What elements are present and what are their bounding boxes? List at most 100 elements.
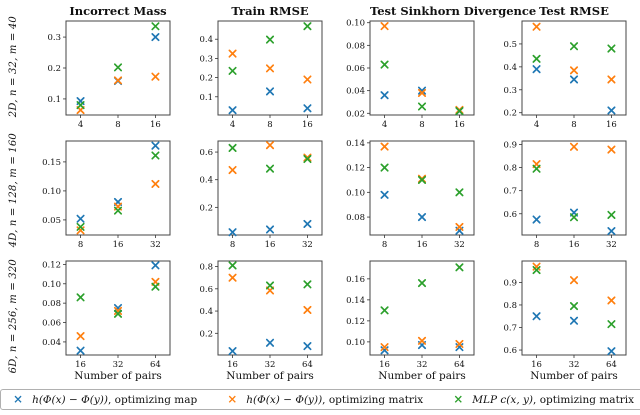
plot-title-test-rmse: Test RMSE	[539, 4, 609, 18]
plot-title-train-rmse: Train RMSE	[231, 4, 309, 18]
svg-text:0.4: 0.4	[199, 35, 213, 45]
svg-text:8: 8	[230, 240, 235, 250]
x-marker-icon: ×	[13, 392, 24, 406]
x-axis-label: Number of pairs	[74, 370, 162, 382]
svg-text:0.08: 0.08	[346, 213, 365, 223]
svg-text:0.4: 0.4	[503, 63, 517, 73]
svg-text:0.3: 0.3	[503, 86, 517, 96]
legend-entry-matrix: × h(Φ(x) − Φ(y)), optimizing matrix	[227, 393, 423, 406]
svg-text:0.1: 0.1	[47, 95, 61, 105]
svg-text:8: 8	[78, 240, 83, 250]
plot-cell: 0.2 0.4 0.6 8 16 32	[178, 130, 330, 250]
svg-text:0.06: 0.06	[42, 319, 61, 329]
svg-text:0.6: 0.6	[199, 285, 213, 295]
svg-text:0.8: 0.8	[199, 263, 213, 273]
subplot-r3-incorrect-mass: 0.04 0.06 0.08 0.10 0.12 16 32 64	[42, 260, 171, 370]
plot-cell: 0.08 0.10 0.12 0.14 8 16 32	[330, 130, 482, 250]
svg-text:16: 16	[454, 120, 465, 130]
svg-text:0.10: 0.10	[346, 19, 365, 29]
svg-text:0.06: 0.06	[346, 64, 365, 74]
row-label-cell: 2D, n = 32, m = 40	[0, 4, 26, 130]
svg-text:0.3: 0.3	[199, 54, 213, 64]
svg-text:16: 16	[75, 360, 86, 370]
svg-text:4: 4	[230, 120, 235, 130]
subplot-r2-incorrect-mass: 0.05 0.10 0.15 8 16 32	[42, 140, 171, 250]
svg-text:64: 64	[454, 360, 465, 370]
svg-text:16: 16	[302, 120, 313, 130]
svg-text:0.12: 0.12	[42, 260, 61, 270]
svg-text:0.16: 0.16	[346, 275, 365, 285]
svg-text:0.2: 0.2	[503, 109, 517, 119]
plot-cell: Test RMSE 0.2 0.3 0.4 0.5 4 8 16	[482, 4, 634, 130]
svg-text:32: 32	[454, 240, 465, 250]
figure-row-6d: 6D, n = 256, m = 320 0.04 0.06 0.08 0.10 0.1…	[0, 250, 640, 383]
svg-text:8: 8	[382, 240, 387, 250]
svg-text:32: 32	[113, 360, 124, 370]
svg-text:32: 32	[150, 240, 161, 250]
plot-cell: 0.6 0.7 0.8 0.9 16 32 64 Number of pairs	[482, 250, 634, 383]
svg-text:0.14: 0.14	[346, 139, 365, 149]
svg-text:0.6: 0.6	[199, 148, 213, 158]
plot-cell: 0.6 0.7 0.8 0.9 8 16 32	[482, 130, 634, 250]
svg-text:16: 16	[417, 240, 428, 250]
svg-text:0.12: 0.12	[346, 164, 365, 174]
svg-text:0.14: 0.14	[346, 296, 365, 306]
subplot-r3-test-sinkhorn: 0.10 0.12 0.14 0.16 16 32 64	[346, 260, 475, 370]
legend-label: , optimizing matrix	[533, 394, 635, 406]
legend-formula: h(Φ(x) − Φ(y))	[32, 394, 108, 406]
svg-text:64: 64	[606, 360, 617, 370]
plot-cell: 0.04 0.06 0.08 0.10 0.12 16 32 64 Number of pai…	[26, 250, 178, 383]
svg-text:0.8: 0.8	[503, 301, 517, 311]
svg-text:0.2: 0.2	[199, 329, 213, 339]
svg-text:0.7: 0.7	[503, 187, 517, 197]
svg-text:0.2: 0.2	[199, 203, 213, 213]
svg-text:0.6: 0.6	[503, 210, 517, 220]
subplot-r2-test-rmse: 0.6 0.7 0.8 0.9 8 16 32	[503, 140, 627, 250]
svg-text:4: 4	[78, 120, 83, 130]
row-label-4d: 4D, n = 128, m = 160	[7, 132, 19, 248]
legend-entry-mlp: × MLP c(x, y), optimizing matrix	[453, 393, 634, 406]
svg-text:4: 4	[382, 120, 387, 130]
plot-title-test-sinkhorn: Test Sinkhorn Divergence	[370, 4, 537, 18]
subplot-r2-test-sinkhorn: 0.08 0.10 0.12 0.14 8 16 32	[346, 139, 475, 250]
row-label-cell: 6D, n = 256, m = 320	[0, 250, 26, 383]
svg-text:0.2: 0.2	[199, 74, 213, 84]
svg-text:64: 64	[150, 360, 161, 370]
svg-text:8: 8	[267, 120, 272, 130]
svg-text:8: 8	[419, 120, 424, 130]
plot-cell: Incorrect Mass 0.1 0.2 0.3 4 8 16	[26, 4, 178, 130]
svg-text:16: 16	[113, 240, 124, 250]
x-marker-icon: ×	[227, 392, 238, 406]
row-label-6d: 6D, n = 256, m = 320	[7, 259, 19, 374]
x-axis-label: Number of pairs	[226, 370, 314, 382]
svg-text:0.10: 0.10	[42, 280, 61, 290]
svg-text:32: 32	[569, 360, 580, 370]
svg-text:32: 32	[265, 360, 276, 370]
svg-text:0.05: 0.05	[42, 216, 61, 226]
figure-row-4d: 4D, n = 128, m = 160 0.05 0.10 0.15 8 16 32 0…	[0, 130, 640, 250]
subplot-r1-test-sinkhorn: 0.02 0.04 0.06 0.08 0.10 4 8 16	[346, 19, 475, 130]
svg-text:32: 32	[417, 360, 428, 370]
svg-text:0.4: 0.4	[199, 176, 213, 186]
svg-text:0.02: 0.02	[346, 109, 365, 119]
svg-text:0.12: 0.12	[346, 317, 365, 327]
subplot-r1-test-rmse: 0.2 0.3 0.4 0.5 4 8 16	[503, 20, 627, 130]
svg-text:0.04: 0.04	[42, 338, 61, 348]
figure-row-2d: 2D, n = 32, m = 40 Incorrect Mass 0.1 0.2…	[0, 4, 640, 130]
subplot-r2-train-rmse: 0.2 0.4 0.6 8 16 32	[199, 140, 323, 250]
svg-text:0.1: 0.1	[199, 93, 213, 103]
svg-text:16: 16	[606, 120, 617, 130]
svg-text:16: 16	[569, 240, 580, 250]
svg-text:16: 16	[265, 240, 276, 250]
row-label-cell: 4D, n = 128, m = 160	[0, 130, 26, 250]
x-axis-label: Number of pairs	[530, 370, 618, 382]
row-label-2d: 2D, n = 32, m = 40	[7, 16, 19, 118]
svg-text:16: 16	[227, 360, 238, 370]
svg-text:64: 64	[302, 360, 313, 370]
svg-text:0.9: 0.9	[503, 140, 517, 150]
svg-text:4: 4	[534, 120, 539, 130]
plot-cell: 0.05 0.10 0.15 8 16 32	[26, 130, 178, 250]
svg-text:16: 16	[531, 360, 542, 370]
svg-text:8: 8	[115, 120, 120, 130]
